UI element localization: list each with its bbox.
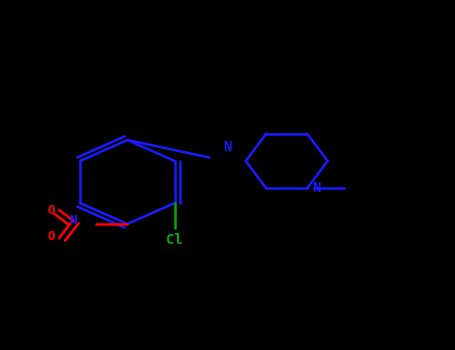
Text: Cl: Cl [167,233,183,247]
Text: O: O [47,203,55,217]
Text: N: N [69,214,76,227]
Text: O: O [47,230,55,243]
Text: N: N [312,181,320,195]
Text: N: N [223,140,232,154]
